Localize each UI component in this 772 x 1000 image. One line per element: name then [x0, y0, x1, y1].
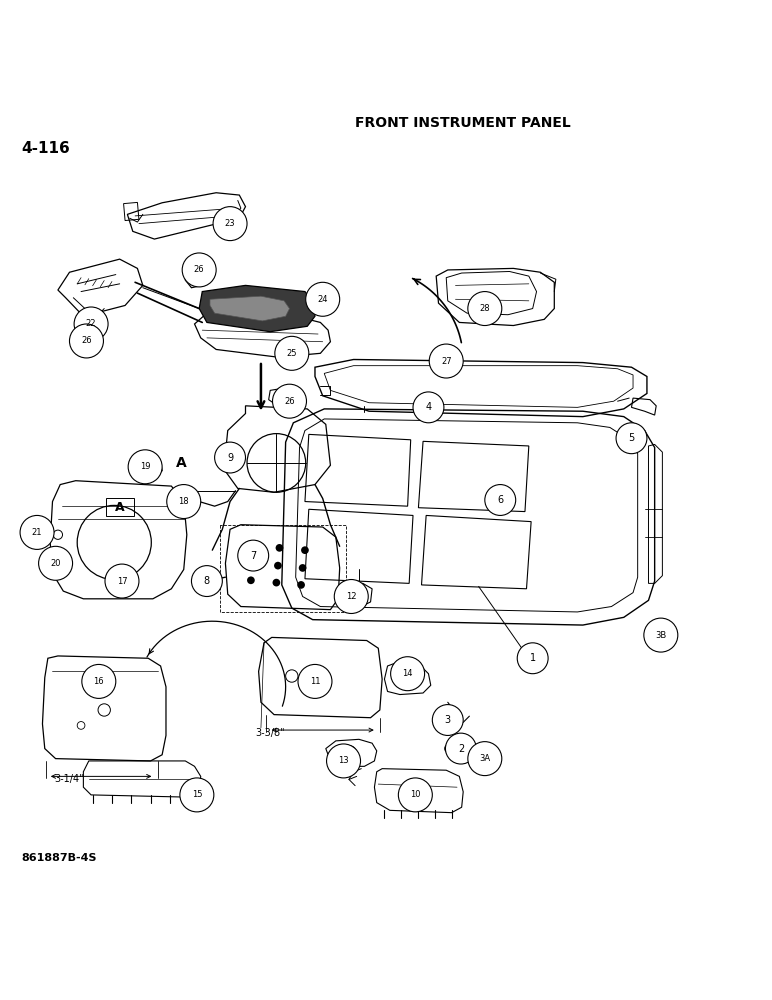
- Text: A: A: [176, 456, 187, 470]
- Circle shape: [468, 742, 502, 776]
- Text: 28: 28: [479, 304, 490, 313]
- Circle shape: [445, 744, 454, 753]
- Circle shape: [273, 384, 306, 418]
- Circle shape: [213, 207, 247, 241]
- Circle shape: [39, 546, 73, 580]
- Text: 26: 26: [284, 397, 295, 406]
- Circle shape: [429, 344, 463, 378]
- Circle shape: [447, 721, 456, 730]
- Circle shape: [249, 559, 257, 567]
- Text: 14: 14: [402, 669, 413, 678]
- Circle shape: [82, 664, 116, 698]
- Circle shape: [391, 657, 425, 691]
- Circle shape: [644, 618, 678, 652]
- Text: 24: 24: [317, 295, 328, 304]
- Circle shape: [275, 336, 309, 370]
- Circle shape: [273, 579, 280, 586]
- Circle shape: [215, 442, 245, 473]
- Text: 13: 13: [338, 756, 349, 765]
- Text: 6: 6: [497, 495, 503, 505]
- Circle shape: [299, 564, 306, 572]
- Text: 7: 7: [250, 551, 256, 561]
- Circle shape: [306, 282, 340, 316]
- Circle shape: [74, 307, 108, 341]
- Circle shape: [276, 544, 283, 552]
- Text: 1: 1: [530, 653, 536, 663]
- Circle shape: [247, 576, 255, 584]
- Circle shape: [69, 324, 103, 358]
- Text: 3B: 3B: [655, 631, 666, 640]
- Circle shape: [616, 423, 647, 454]
- Circle shape: [191, 566, 222, 596]
- Text: 12: 12: [346, 592, 357, 601]
- Text: 3: 3: [445, 715, 451, 725]
- Circle shape: [238, 540, 269, 571]
- Circle shape: [398, 778, 432, 812]
- Text: 19: 19: [140, 462, 151, 471]
- Circle shape: [251, 542, 259, 550]
- Circle shape: [413, 392, 444, 423]
- Text: 22: 22: [86, 319, 96, 328]
- Circle shape: [105, 564, 139, 598]
- Text: 20: 20: [50, 559, 61, 568]
- Text: 18: 18: [178, 497, 189, 506]
- Bar: [124, 202, 139, 221]
- Polygon shape: [210, 296, 290, 321]
- Circle shape: [298, 664, 332, 698]
- Circle shape: [77, 722, 85, 729]
- Text: 15: 15: [191, 790, 202, 799]
- Text: 861887B-4S: 861887B-4S: [22, 853, 97, 863]
- Text: 25: 25: [286, 349, 297, 358]
- Text: 4-116: 4-116: [22, 141, 70, 156]
- Circle shape: [517, 643, 548, 674]
- Circle shape: [202, 575, 213, 586]
- Text: 4: 4: [425, 402, 432, 412]
- Circle shape: [297, 581, 305, 589]
- Text: 3A: 3A: [479, 754, 490, 763]
- Text: 17: 17: [117, 577, 127, 586]
- Circle shape: [167, 485, 201, 519]
- Circle shape: [274, 562, 282, 569]
- Text: 5: 5: [628, 433, 635, 443]
- Polygon shape: [199, 285, 315, 332]
- Text: 23: 23: [225, 219, 235, 228]
- Circle shape: [468, 292, 502, 326]
- Text: FRONT INSTRUMENT PANEL: FRONT INSTRUMENT PANEL: [355, 116, 571, 130]
- Circle shape: [128, 450, 162, 484]
- Circle shape: [445, 733, 476, 764]
- Circle shape: [53, 548, 63, 557]
- Text: 3-3/8": 3-3/8": [256, 728, 285, 738]
- Text: 16: 16: [93, 677, 104, 686]
- Circle shape: [334, 580, 368, 613]
- Circle shape: [301, 546, 309, 554]
- Text: 21: 21: [32, 528, 42, 537]
- Text: 2: 2: [458, 744, 464, 754]
- Text: 26: 26: [194, 265, 205, 274]
- Circle shape: [327, 744, 361, 778]
- Text: 27: 27: [441, 357, 452, 366]
- Text: 26: 26: [81, 336, 92, 345]
- Text: 11: 11: [310, 677, 320, 686]
- Circle shape: [485, 485, 516, 515]
- Text: 9: 9: [227, 453, 233, 463]
- Text: A: A: [115, 501, 124, 514]
- Circle shape: [432, 705, 463, 735]
- Circle shape: [180, 778, 214, 812]
- Text: 10: 10: [410, 790, 421, 799]
- Text: 3-1/4": 3-1/4": [55, 774, 84, 784]
- Text: 8: 8: [204, 576, 210, 586]
- Circle shape: [53, 530, 63, 539]
- Circle shape: [182, 253, 216, 287]
- Circle shape: [20, 515, 54, 549]
